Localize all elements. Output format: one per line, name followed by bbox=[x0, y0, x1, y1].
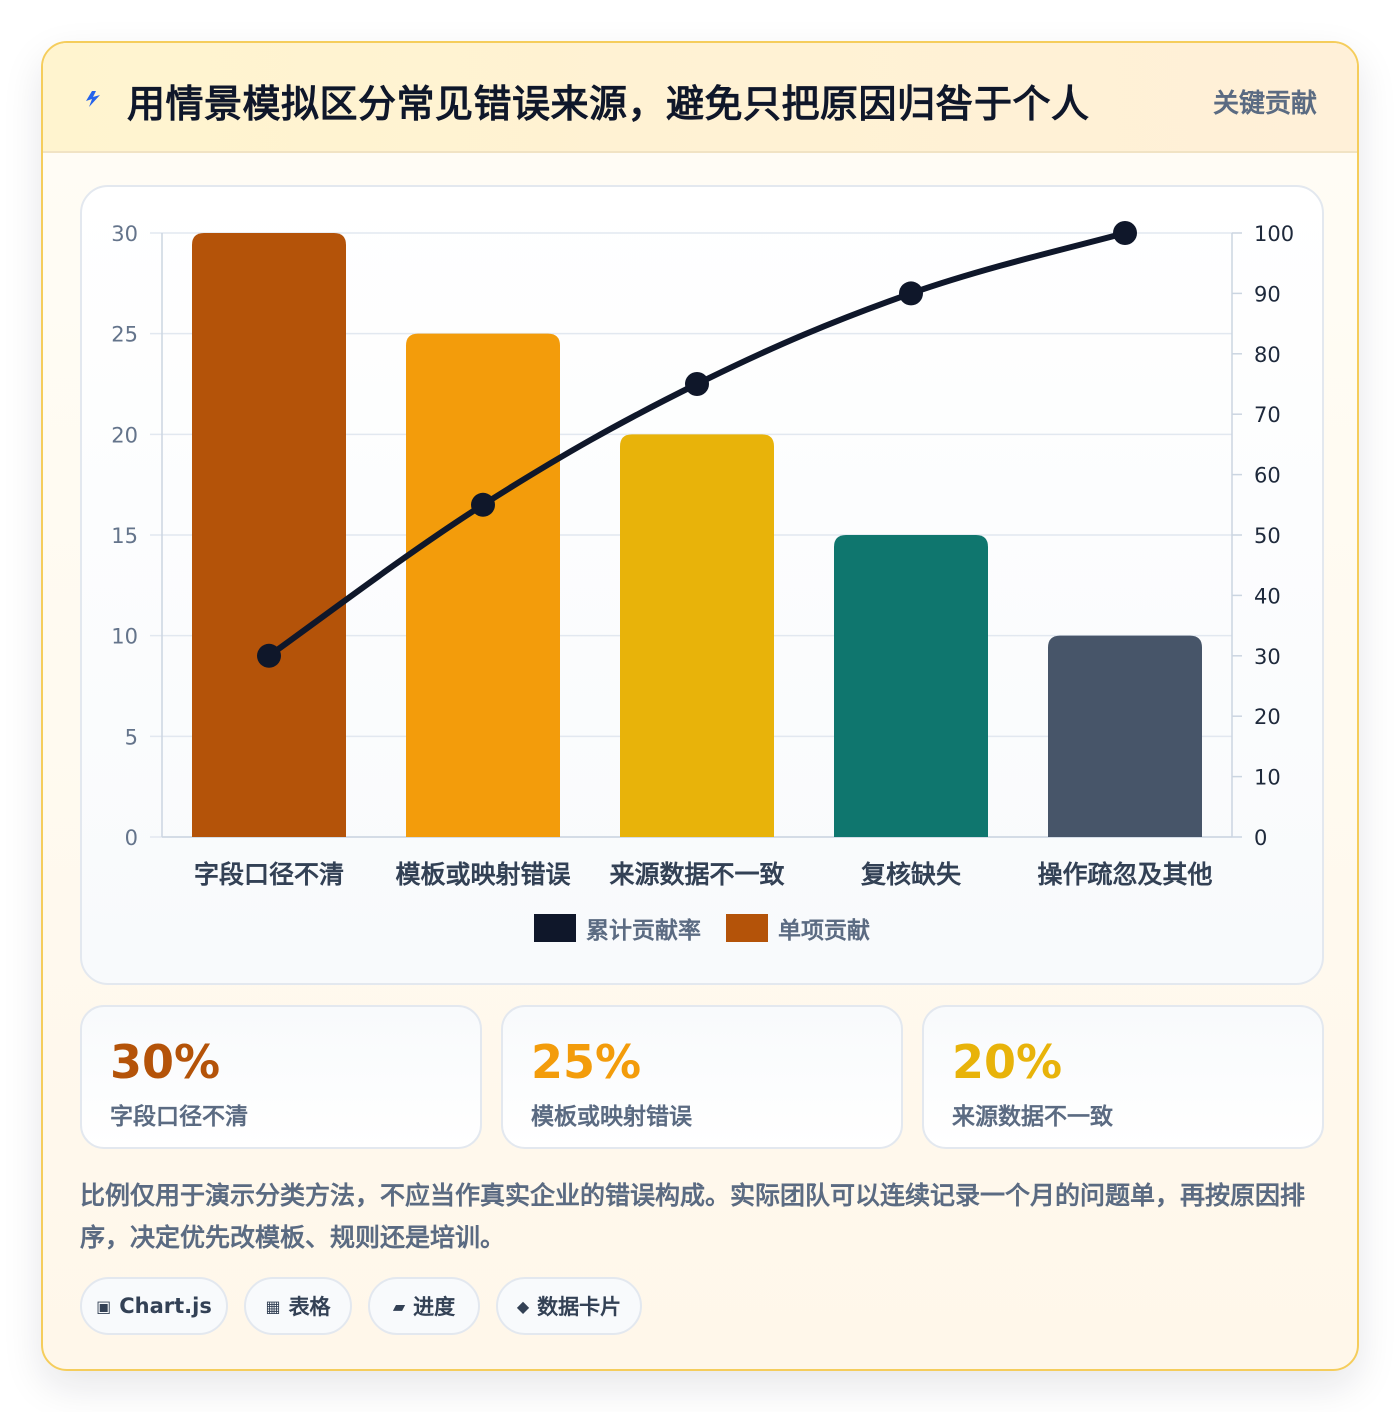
bar bbox=[406, 333, 560, 837]
y-right-tick-label: 80 bbox=[1254, 343, 1281, 367]
stat-label: 字段口径不清 bbox=[110, 1104, 248, 1130]
y-right-tick-label: 90 bbox=[1254, 282, 1281, 306]
y-right-tick-label: 0 bbox=[1254, 826, 1267, 850]
y-left-tick-label: 15 bbox=[111, 524, 138, 548]
chip-label: Chart.js bbox=[119, 1294, 212, 1318]
line-point bbox=[257, 643, 281, 668]
stat-value: 20% bbox=[952, 1035, 1063, 1089]
y-right-tick-label: 20 bbox=[1254, 705, 1281, 729]
x-tick-label: 字段口径不清 bbox=[194, 860, 344, 889]
chip-table[interactable]: ▦ 表格 bbox=[244, 1277, 352, 1335]
line-point bbox=[1113, 221, 1137, 245]
y-right-tick-label: 40 bbox=[1254, 584, 1281, 608]
header-tag: 关键贡献 bbox=[1212, 89, 1317, 119]
table-icon: ▦ bbox=[265, 1296, 281, 1316]
stat-card: 30% 字段口径不清 bbox=[80, 1005, 482, 1149]
line-point bbox=[471, 492, 495, 517]
y-right-tick-label: 70 bbox=[1254, 403, 1281, 427]
footnote: 比例仅用于演示分类方法，不应当作真实企业的错误构成。实际团队可以连续记录一个月的… bbox=[80, 1181, 1306, 1252]
card-icon: ◆ bbox=[516, 1296, 530, 1316]
pareto-chart: 0 5 10 15 20 25 30 0 10 20 30 40 50 60 70 80 90 100 字段口径不清… bbox=[111, 221, 1294, 944]
x-tick-label: 模板或映射错误 bbox=[395, 860, 571, 889]
y-left-tick-label: 0 bbox=[125, 826, 138, 850]
chip-label: 进度 bbox=[413, 1295, 456, 1319]
stat-value: 25% bbox=[531, 1035, 642, 1089]
stat-label: 模板或映射错误 bbox=[531, 1104, 692, 1130]
stat-label: 来源数据不一致 bbox=[952, 1104, 1113, 1130]
bar bbox=[192, 233, 346, 837]
lightning-icon bbox=[86, 91, 100, 107]
card-header: 用情景模拟区分常见错误来源，避免只把原因归咎于个人 关键贡献 bbox=[43, 43, 1357, 153]
page-title: 用情景模拟区分常见错误来源，避免只把原因归咎于个人 bbox=[127, 82, 1090, 126]
y-left-tick-label: 25 bbox=[111, 323, 138, 347]
line-point bbox=[685, 372, 709, 396]
y-right-tick-label: 100 bbox=[1254, 222, 1294, 246]
x-tick-label: 来源数据不一致 bbox=[609, 860, 785, 889]
bar bbox=[1048, 635, 1202, 837]
y-left-tick-label: 10 bbox=[111, 625, 138, 649]
stat-value: 30% bbox=[110, 1035, 221, 1089]
y-left-tick-label: 30 bbox=[111, 222, 138, 246]
y-left-tick-label: 5 bbox=[125, 725, 138, 749]
y-right-tick-label: 10 bbox=[1254, 766, 1281, 790]
main-card: 用情景模拟区分常见错误来源，避免只把原因归咎于个人 关键贡献 0 5 10 15 20 2… bbox=[41, 41, 1359, 1371]
x-tick-label: 操作疏忽及其他 bbox=[1037, 860, 1212, 889]
chip-label: 数据卡片 bbox=[537, 1295, 622, 1319]
stat-cards: 30% 字段口径不清 25% 模板或映射错误 20% 来源数据不一致 bbox=[80, 1005, 1324, 1149]
stat-card: 20% 来源数据不一致 bbox=[922, 1005, 1324, 1149]
bar bbox=[620, 434, 774, 837]
y-right-tick-label: 60 bbox=[1254, 464, 1281, 488]
chip-label: 表格 bbox=[288, 1295, 331, 1319]
chip-chartjs[interactable]: ▣ Chart.js bbox=[80, 1277, 228, 1335]
bar bbox=[834, 535, 988, 837]
progress-icon: ▰ bbox=[392, 1296, 406, 1316]
legend-label: 累计贡献率 bbox=[586, 917, 701, 944]
legend-swatch bbox=[726, 914, 768, 942]
legend-swatch bbox=[534, 914, 576, 942]
y-right-tick-label: 30 bbox=[1254, 645, 1281, 669]
x-tick-label: 复核缺失 bbox=[861, 860, 962, 889]
chart-icon: ▣ bbox=[96, 1296, 112, 1316]
chart-panel: 0 5 10 15 20 25 30 0 10 20 30 40 50 60 70 80 90 100 字段口径不清… bbox=[80, 185, 1324, 985]
legend-label: 单项贡献 bbox=[778, 918, 870, 944]
chip-progress[interactable]: ▰ 进度 bbox=[368, 1277, 480, 1335]
line-point bbox=[899, 281, 923, 306]
chip-data-card[interactable]: ◆ 数据卡片 bbox=[496, 1277, 642, 1335]
y-left-tick-label: 20 bbox=[111, 423, 138, 447]
y-right-tick-label: 50 bbox=[1254, 524, 1281, 548]
stat-card: 25% 模板或映射错误 bbox=[501, 1005, 903, 1149]
